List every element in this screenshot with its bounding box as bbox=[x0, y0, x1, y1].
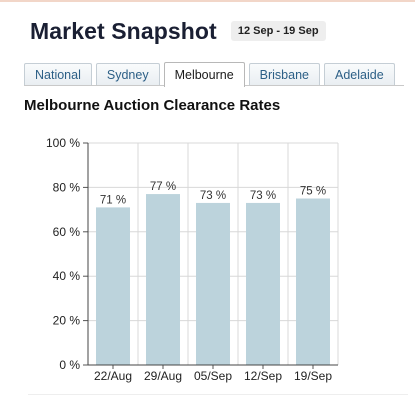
city-tabs: National Sydney Melbourne Brisbane Adela… bbox=[24, 61, 404, 87]
data-label: 73 % bbox=[250, 190, 276, 202]
data-label: 73 % bbox=[200, 190, 226, 202]
bar bbox=[196, 202, 230, 365]
chart-title: Melbourne Auction Clearance Rates bbox=[24, 97, 281, 114]
x-tick-label: 22/Aug bbox=[94, 369, 132, 383]
y-tick-label: 20 % bbox=[53, 314, 81, 328]
data-label: 77 % bbox=[150, 181, 176, 193]
bar bbox=[296, 198, 330, 365]
header: Market Snapshot 12 Sep - 19 Sep bbox=[30, 14, 326, 48]
tab-adelaide[interactable]: Adelaide bbox=[324, 63, 395, 85]
x-tick-label: 12/Sep bbox=[244, 369, 282, 383]
top-rule bbox=[0, 0, 415, 2]
y-tick-label: 80 % bbox=[53, 180, 81, 194]
y-tick-label: 60 % bbox=[53, 225, 81, 239]
bar bbox=[246, 202, 280, 365]
date-range-badge: 12 Sep - 19 Sep bbox=[230, 21, 326, 41]
page-title: Market Snapshot bbox=[30, 17, 217, 44]
x-tick-label: 05/Sep bbox=[194, 369, 232, 383]
bar bbox=[146, 194, 180, 365]
data-label: 75 % bbox=[300, 186, 326, 198]
bar bbox=[96, 207, 130, 365]
bottom-rule bbox=[28, 394, 408, 395]
y-tick-label: 100 % bbox=[46, 136, 80, 150]
y-tick-label: 0 % bbox=[59, 358, 80, 372]
tab-sydney[interactable]: Sydney bbox=[95, 63, 160, 85]
tab-melbourne[interactable]: Melbourne bbox=[163, 62, 245, 87]
x-tick-label: 19/Sep bbox=[294, 369, 332, 383]
x-tick-label: 29/Aug bbox=[144, 369, 182, 383]
clearance-rate-chart: 0 % 20 % 40 % 60 % 80 % 100 % 71 % 22/Aug 77 % 29… bbox=[46, 136, 339, 383]
y-tick-label: 40 % bbox=[53, 269, 81, 283]
tab-brisbane[interactable]: Brisbane bbox=[248, 63, 320, 85]
tab-national[interactable]: National bbox=[24, 63, 92, 85]
data-label: 71 % bbox=[100, 194, 126, 206]
